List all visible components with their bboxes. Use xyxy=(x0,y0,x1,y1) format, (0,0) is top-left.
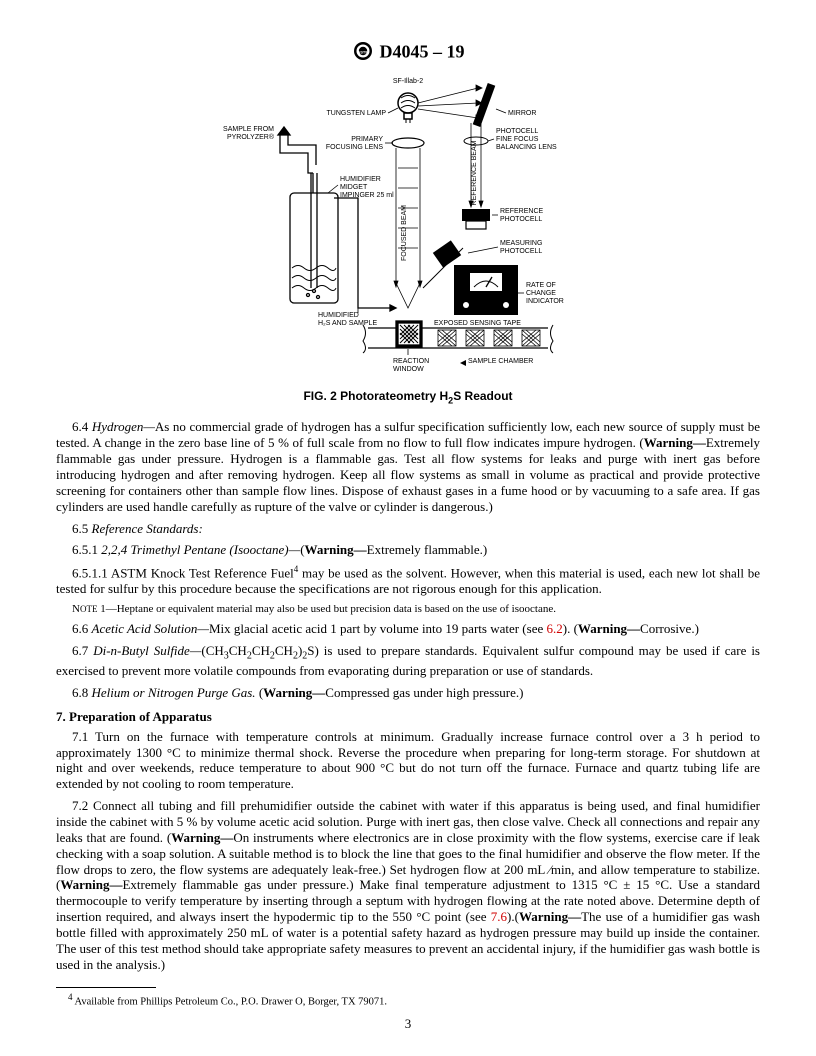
para-6-5-1-1: 6.5.1.1 ASTM Knock Test Reference Fuel4 … xyxy=(56,564,760,597)
svg-text:PHOTOCELL: PHOTOCELL xyxy=(496,128,538,135)
para-7-2: 7.2 Connect all tubing and fill prehumid… xyxy=(56,798,760,972)
figure-2: SF-Illab-2 TUNGSTEN LAMP MIRROR PRIMARY … xyxy=(218,73,598,383)
focused-beam xyxy=(394,148,422,308)
xref-7-6[interactable]: 7.6 xyxy=(491,909,507,924)
svg-text:BALANCING LENS: BALANCING LENS xyxy=(496,144,557,151)
svg-text:WINDOW: WINDOW xyxy=(393,366,424,373)
astm-logo: ASTM xyxy=(352,40,374,67)
lamp-icon xyxy=(398,93,418,123)
svg-text:FOCUSING LENS: FOCUSING LENS xyxy=(326,144,384,151)
section-7-title: 7. Preparation of Apparatus xyxy=(56,709,760,725)
svg-text:MIRROR: MIRROR xyxy=(508,110,536,117)
para-6-4: 6.4 Hydrogen—As no commercial grade of h… xyxy=(56,419,760,514)
xref-6-2[interactable]: 6.2 xyxy=(547,621,563,636)
svg-text:H₂S AND SAMPLE: H₂S AND SAMPLE xyxy=(318,320,377,327)
svg-text:PRIMARY: PRIMARY xyxy=(351,136,383,143)
svg-text:TUNGSTEN LAMP: TUNGSTEN LAMP xyxy=(326,110,386,117)
svg-text:REFERENCE BEAM: REFERENCE BEAM xyxy=(471,140,478,205)
svg-text:PHOTOCELL: PHOTOCELL xyxy=(500,216,542,223)
designation: D4045 – 19 xyxy=(380,42,465,62)
svg-text:PHOTOCELL: PHOTOCELL xyxy=(500,248,542,255)
svg-text:EXPOSED SENSING TAPE: EXPOSED SENSING TAPE xyxy=(434,320,521,327)
svg-text:MEASURING: MEASURING xyxy=(500,240,542,247)
light-fan-icon xyxy=(418,85,482,121)
svg-text:CHANGE: CHANGE xyxy=(526,290,556,297)
figure-caption: FIG. 2 Photorateometry H2S Readout xyxy=(56,389,760,405)
svg-text:INDICATOR: INDICATOR xyxy=(526,298,564,305)
svg-text:SAMPLE FROM: SAMPLE FROM xyxy=(223,126,274,133)
svg-text:HUMIDIFIER: HUMIDIFIER xyxy=(340,176,381,183)
svg-text:PYROLYZER®: PYROLYZER® xyxy=(227,133,275,141)
svg-text:SAMPLE CHAMBER: SAMPLE CHAMBER xyxy=(468,358,533,365)
note-1: NOTE 1—Heptane or equivalent material ma… xyxy=(56,603,760,615)
para-7-1: 7.1 Turn on the furnace with temperature… xyxy=(56,729,760,792)
footnote-rule xyxy=(56,987,156,988)
svg-text:REACTION: REACTION xyxy=(393,358,429,365)
impinger-icon xyxy=(278,127,396,311)
svg-text:FOCUSED BEAM: FOCUSED BEAM xyxy=(401,205,408,261)
footnote-4: 4 Available from Phillips Petroleum Co.,… xyxy=(56,992,760,1008)
svg-text:HUMIDIFIED: HUMIDIFIED xyxy=(318,312,359,319)
svg-text:IMPINGER 25 ml: IMPINGER 25 ml xyxy=(340,192,394,199)
page: ASTM D4045 – 19 SF-Illab-2 TUNGSTEN LAMP xyxy=(0,0,816,1056)
svg-text:FINE FOCUS: FINE FOCUS xyxy=(496,136,539,143)
para-6-8: 6.8 Helium or Nitrogen Purge Gas. (Warni… xyxy=(56,685,760,701)
svg-text:MIDGET: MIDGET xyxy=(340,184,368,191)
svg-text:ASTM: ASTM xyxy=(357,50,369,55)
svg-text:REFERENCE: REFERENCE xyxy=(500,208,544,215)
page-header: ASTM D4045 – 19 xyxy=(56,40,760,67)
para-6-7: 6.7 Di-n-Butyl Sulfide—(CH3CH2CH2CH2)2S)… xyxy=(56,643,760,679)
para-6-5: 6.5 Reference Standards: xyxy=(56,521,760,537)
svg-text:SF-Illab-2: SF-Illab-2 xyxy=(393,78,423,85)
page-number: 3 xyxy=(0,1016,816,1032)
para-6-5-1: 6.5.1 2,2,4 Trimethyl Pentane (Isooctane… xyxy=(56,542,760,558)
svg-text:RATE OF: RATE OF xyxy=(526,282,556,289)
para-6-6: 6.6 Acetic Acid Solution—Mix glacial ace… xyxy=(56,621,760,637)
